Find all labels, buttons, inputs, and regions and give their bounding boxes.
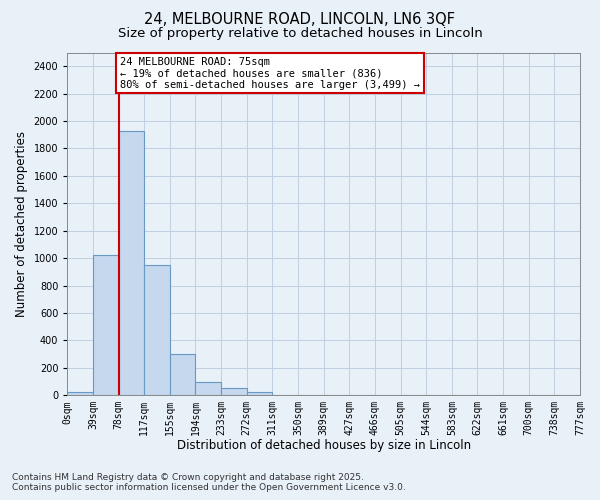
Text: 24, MELBOURNE ROAD, LINCOLN, LN6 3QF: 24, MELBOURNE ROAD, LINCOLN, LN6 3QF [145, 12, 455, 28]
Bar [144, 265, 170, 395]
Bar [119, 132, 144, 395]
Bar [93, 254, 119, 395]
Text: 24 MELBOURNE ROAD: 75sqm
← 19% of detached houses are smaller (836)
80% of semi-: 24 MELBOURNE ROAD: 75sqm ← 19% of detach… [120, 56, 420, 90]
Bar [272, 394, 298, 395]
Bar [221, 388, 247, 395]
Bar [196, 382, 221, 395]
Y-axis label: Number of detached properties: Number of detached properties [15, 131, 28, 317]
Bar [170, 354, 196, 395]
Text: Size of property relative to detached houses in Lincoln: Size of property relative to detached ho… [118, 28, 482, 40]
Bar [67, 392, 93, 395]
Bar [247, 392, 272, 395]
X-axis label: Distribution of detached houses by size in Lincoln: Distribution of detached houses by size … [176, 440, 471, 452]
Text: Contains HM Land Registry data © Crown copyright and database right 2025.
Contai: Contains HM Land Registry data © Crown c… [12, 473, 406, 492]
